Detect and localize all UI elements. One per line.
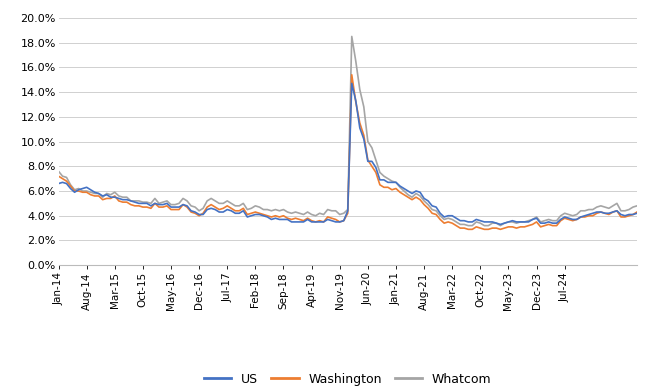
Washington [464,227,472,232]
Washington [517,225,525,229]
US [348,81,356,86]
Washington [500,226,508,230]
Line: Whatcom: Whatcom [58,36,637,226]
US [392,180,400,185]
US [55,181,62,186]
Whatcom [633,204,641,208]
Washington [348,73,356,77]
Whatcom [55,169,62,174]
Washington [83,190,90,195]
US [601,211,609,216]
US [83,185,90,190]
Legend: US, Washington, Whatcom: US, Washington, Whatcom [199,368,497,390]
Line: Washington: Washington [58,75,637,229]
Washington [55,174,62,179]
Whatcom [58,174,66,179]
US [497,222,504,227]
Whatcom [392,180,400,185]
Whatcom [517,220,525,224]
Whatcom [500,221,508,225]
Whatcom [83,189,90,193]
Line: US: US [58,83,637,224]
US [500,221,508,225]
Whatcom [348,34,356,39]
Whatcom [464,223,472,228]
Washington [392,186,400,191]
Washington [601,211,609,216]
US [633,211,641,216]
US [517,220,525,224]
Washington [58,176,66,181]
Whatcom [601,205,609,209]
Washington [633,210,641,215]
US [58,180,66,185]
